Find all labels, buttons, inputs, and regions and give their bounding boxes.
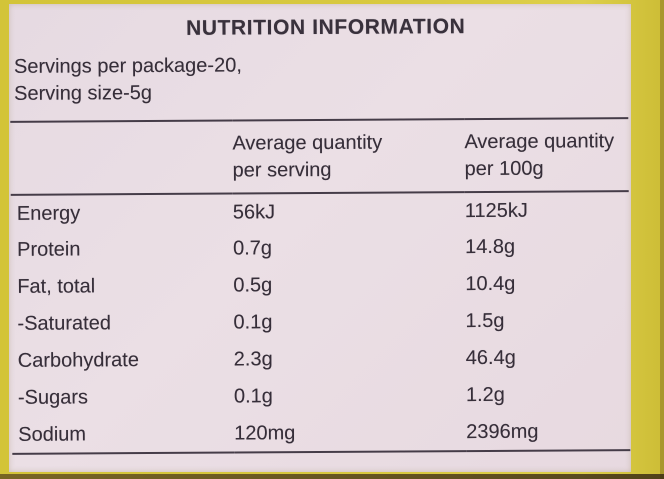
- header-line: Average quantity: [232, 131, 383, 155]
- table-row: Protein 0.7g 14.8g: [11, 228, 629, 269]
- per-100g-value: 14.8g: [464, 235, 516, 259]
- nutrient-name: -Sugars: [17, 386, 89, 409]
- nutrient-column-header: [10, 120, 233, 195]
- table-row: Energy 56kJ 1125kJ: [11, 191, 629, 232]
- nutrient-name: -Saturated: [17, 312, 111, 335]
- nutrient-name: Sodium: [12, 415, 235, 454]
- nutrient-name: Fat, total: [17, 275, 96, 298]
- per-serving-value: 120mg: [234, 414, 467, 453]
- per-serving-value: 0.7g: [232, 237, 273, 260]
- header-line: per serving: [232, 158, 332, 182]
- nutrition-label-content: NUTRITION INFORMATION Servings per packa…: [8, 2, 633, 474]
- per-serving-value: 0.1g: [233, 311, 273, 334]
- servings-per-package-line: Servings per package-20,: [13, 54, 242, 78]
- table-row: Carbohydrate 2.3g 46.4g: [12, 339, 630, 380]
- table-row: -Saturated 0.1g 1.5g: [11, 302, 629, 343]
- per-100g-value: 1125kJ: [464, 199, 528, 222]
- per-100g-value: 2396mg: [466, 413, 631, 452]
- table-row: Sodium 120mg 2396mg: [12, 413, 631, 454]
- header-line: Average quantity: [464, 130, 615, 154]
- nutrient-name: Carbohydrate: [17, 349, 139, 372]
- per-100g-value: 1.5g: [465, 309, 505, 333]
- serving-size-line: Serving size-5g: [14, 82, 153, 105]
- per-serving-column-header: Average quantity per serving: [232, 119, 465, 194]
- per-serving-value: 0.1g: [233, 385, 273, 408]
- per-100g-value: 10.4g: [465, 272, 516, 296]
- nutrient-name: Protein: [16, 238, 81, 261]
- per-serving-value: 0.5g: [233, 274, 273, 297]
- table-header-row: Average quantity per serving Average qua…: [10, 118, 629, 195]
- per-serving-value: 56kJ: [232, 200, 276, 224]
- per-100g-value: 46.4g: [465, 346, 516, 370]
- per-100g-column-header: Average quantity per 100g: [464, 118, 629, 193]
- header-line: per 100g: [464, 157, 544, 181]
- per-serving-value: 2.3g: [233, 348, 273, 371]
- nutrition-table: Average quantity per serving Average qua…: [10, 117, 631, 455]
- label-title: NUTRITION INFORMATION: [185, 15, 466, 40]
- nutrition-label: NUTRITION INFORMATION Servings per packa…: [9, 4, 631, 472]
- per-100g-value: 1.2g: [465, 383, 505, 407]
- nutrient-name: Energy: [16, 201, 81, 225]
- table-row: -Sugars 0.1g 1.2g: [12, 376, 630, 417]
- table-row: Fat, total 0.5g 10.4g: [11, 265, 629, 306]
